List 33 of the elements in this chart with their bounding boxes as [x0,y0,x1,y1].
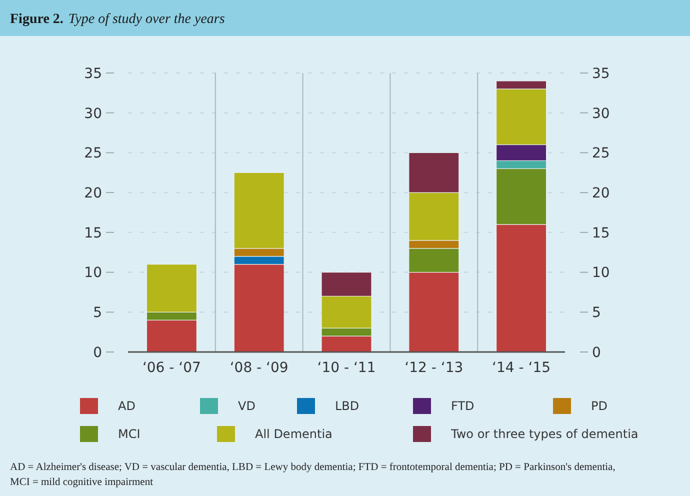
y2-tick-label: 0 [592,344,601,361]
y2-tick-label: 15 [592,225,610,242]
text: AD = Alzheimer's disease; VD = vascular dementia, LBD = Lewy body dementia; FTD = frontotemporal dementia; PD = Parkinson's dementia, [10,462,616,473]
y-tick-label: 25 [84,146,102,162]
y2-tick-label: 35 [592,66,610,82]
x-tick-label: ‘06 - ‘07 [142,360,201,376]
y2-tick-label: 5 [592,305,601,322]
y-tick-label: 5 [93,305,102,322]
legend-label: MCI [118,427,140,442]
y-tick-label: 30 [84,106,102,122]
legend-label: All Dementia [255,427,332,442]
y2-tick-label: 20 [592,185,610,202]
legend-label: FTD [451,399,474,414]
x-tick-label: ‘14 - ‘15 [492,360,551,376]
x-tick-label: ‘10 - ‘11 [317,360,376,376]
legend-label: PD [591,399,608,414]
chart-title: Figure 2. [10,12,64,27]
legend-label: VD [238,399,256,414]
text: MCI = mild cognitive impairment [10,477,154,488]
y-tick-label: 0 [93,344,102,361]
y-tick-label: 15 [84,225,102,242]
y-tick-label: 35 [84,66,102,82]
y2-tick-label: 10 [592,265,610,282]
x-tick-label: ‘12 - ‘13 [404,360,464,376]
y2-tick-label: 30 [592,106,610,122]
legend-label: Two or three types of dementia [450,427,638,442]
y-tick-label: 10 [84,265,102,282]
y2-tick-label: 25 [592,146,610,162]
legend-label: AD [118,399,136,414]
x-tick-label: ‘08 - ‘09 [230,360,288,376]
y-tick-label: 20 [84,185,102,202]
legend-label: LBD [335,399,360,414]
chart-subtitle: Type of study over the years [68,12,226,27]
